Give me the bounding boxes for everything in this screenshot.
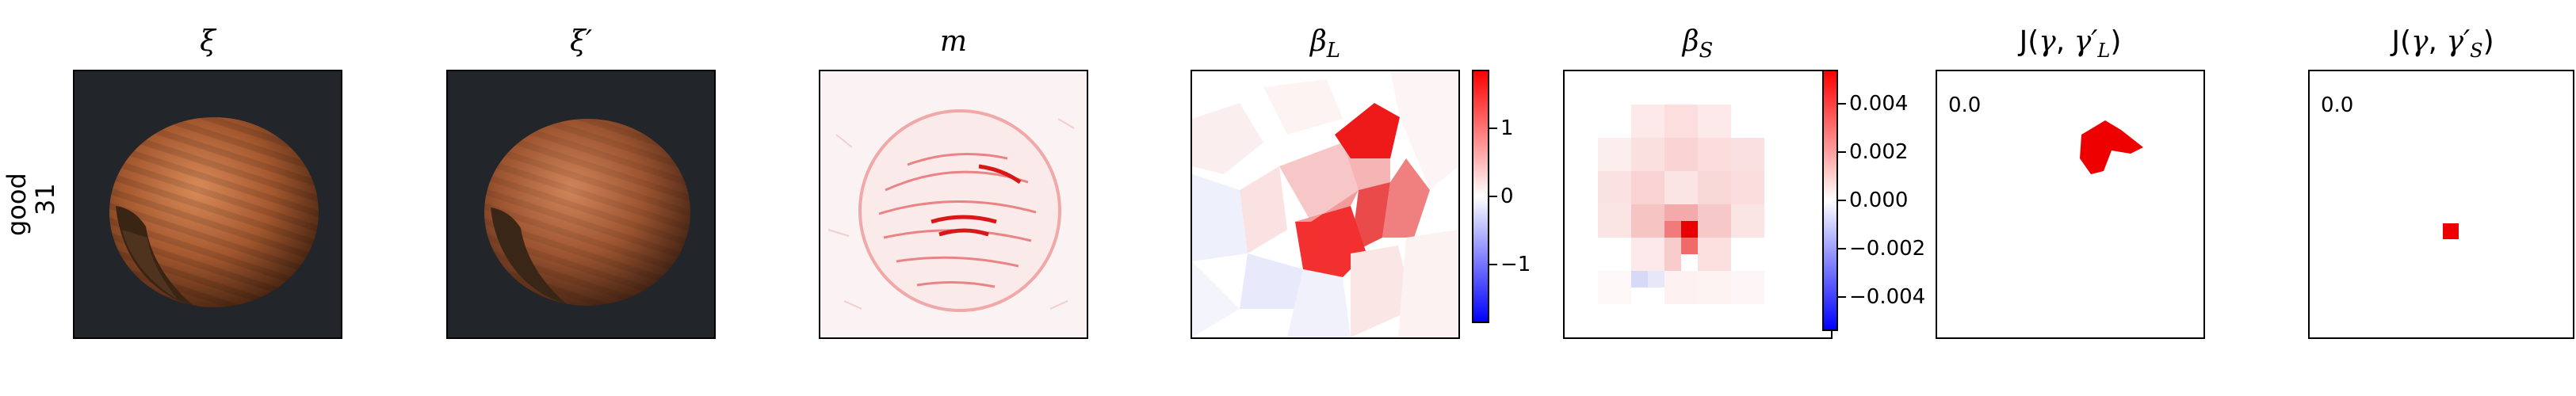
row-label-index: 31	[30, 183, 60, 215]
colorbar-tick	[1489, 127, 1497, 129]
colorbar-tick	[1838, 150, 1846, 153]
panel-title-J-S: J(γ, γ′S)	[2391, 25, 2494, 63]
colorbar-tick	[1838, 296, 1846, 299]
row-label-class: good	[2, 173, 32, 236]
score-J-L: 0.0	[1948, 93, 1982, 117]
colorbar-tick-label: 1	[1500, 116, 1514, 140]
mask-S-region	[2443, 223, 2459, 239]
difference-map	[819, 70, 1088, 339]
panel-title-m: m	[939, 25, 968, 58]
row-label: good 31	[0, 143, 63, 269]
panel-title-xi-prime: ξ′	[569, 25, 592, 58]
colorbar-tick	[1838, 102, 1846, 105]
panel-title-beta-S: βS	[1682, 25, 1714, 63]
colorbar-tick-label: 0.004	[1849, 91, 1909, 116]
mask-L-region	[2080, 120, 2143, 174]
panel-title-J-L: J(γ, γ′L)	[2019, 25, 2122, 63]
panel-title-xi: ξ	[200, 25, 216, 58]
score-J-S: 0.0	[2321, 93, 2354, 117]
difference-heatmap	[820, 71, 1087, 337]
image-original	[73, 70, 342, 339]
colorbar-tick-label: 0	[1500, 185, 1514, 208]
colorbar-tick	[1838, 248, 1846, 250]
colorbar-tick-label: 0.002	[1849, 139, 1909, 164]
panel-J-L: J(γ, γ′L) 0.0	[1936, 0, 2205, 341]
colorbar-tick	[1489, 264, 1497, 266]
panel-m: m	[819, 0, 1088, 341]
colorbar-tick-label: 0.000	[1849, 188, 1909, 212]
colorbar-tick-label: −1	[1500, 253, 1531, 277]
panel-xi-prime: ξ′	[446, 0, 716, 341]
colorbar-tick-label: −0.004	[1849, 285, 1926, 310]
beta-L-colorbar	[1472, 70, 1489, 323]
hazelnut-reconstruction-image	[448, 71, 714, 337]
beta-S-grid-map	[1565, 71, 1831, 337]
mask-L: 0.0	[1936, 70, 2205, 339]
colorbar-tick	[1838, 200, 1846, 201]
panel-beta-S: βS	[1563, 0, 1925, 341]
beta-S-map	[1563, 70, 1833, 339]
colorbar-tick-label: −0.002	[1849, 237, 1926, 261]
beta-L-map	[1191, 70, 1460, 339]
panel-beta-L: βL 1 0 −1	[1191, 0, 1531, 341]
panel-xi: ξ	[73, 0, 342, 341]
panel-J-S: J(γ, γ′S) 0.0	[2308, 0, 2576, 341]
colorbar-tick	[1489, 196, 1497, 197]
mask-S: 0.0	[2308, 70, 2574, 339]
beta-L-superpixel-map	[1192, 71, 1458, 337]
hazelnut-image	[75, 71, 341, 337]
beta-S-colorbar	[1822, 70, 1838, 331]
panel-title-beta-L: βL	[1309, 25, 1341, 63]
image-reconstruction	[446, 70, 716, 339]
